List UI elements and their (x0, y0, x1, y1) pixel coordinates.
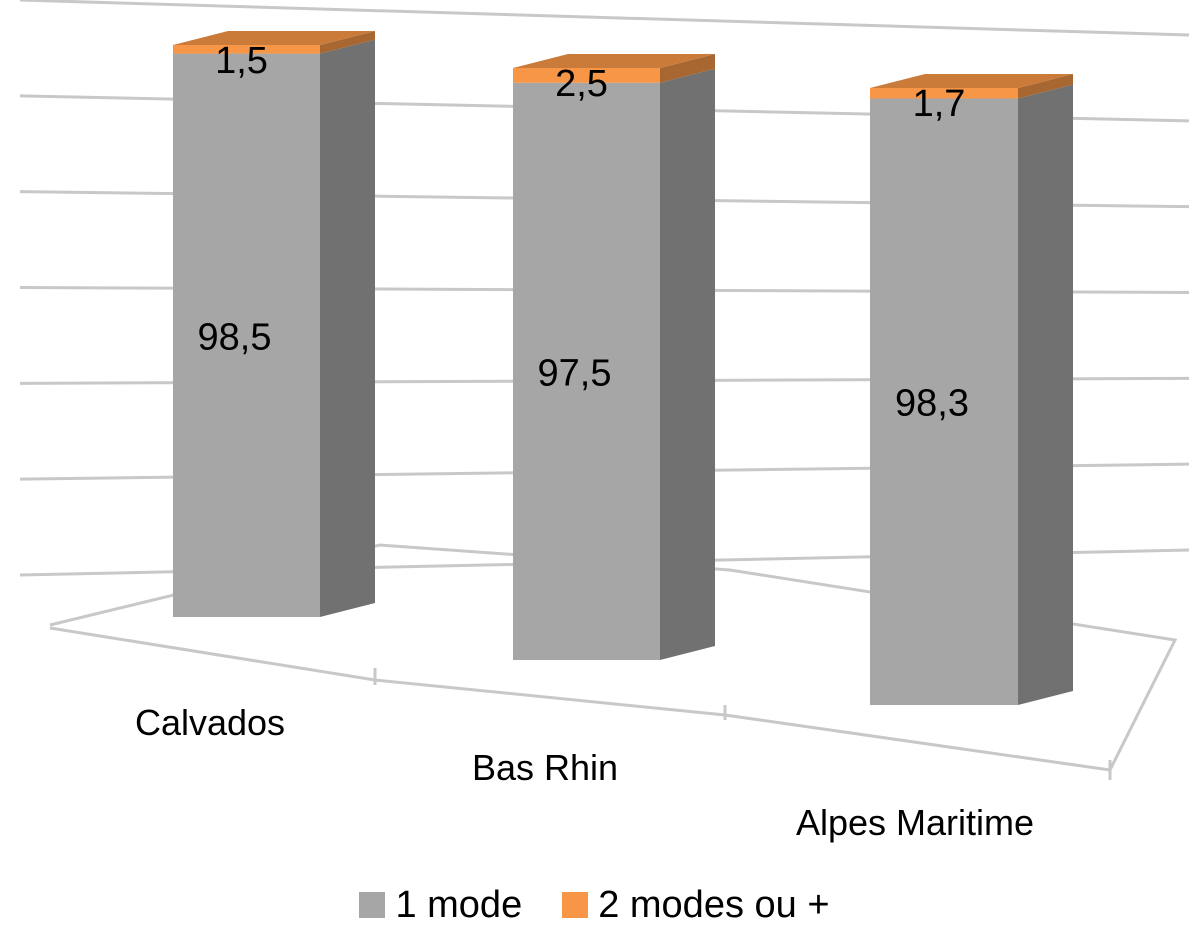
data-label-calvados-series-2: 1,5 (215, 40, 268, 82)
data-label-alpes-maritime-series-2: 1,7 (913, 83, 966, 125)
bar-side-alpes-maritime-series-1 (1018, 84, 1073, 705)
bar-top-alpes-maritime (870, 74, 1073, 88)
bar-bas-rhin-series-2 (513, 68, 660, 83)
bar-top-calvados (173, 31, 375, 45)
data-label-bas-rhin-series-2: 2,5 (555, 63, 608, 105)
bars: 98,5 1,5 97,5 2,5 98,3 1,7 (173, 31, 1073, 705)
category-label-bas-rhin: Bas Rhin (472, 747, 618, 788)
category-label-calvados: Calvados (135, 702, 285, 743)
legend-item-1-mode: 1 mode (359, 884, 522, 927)
data-label-calvados-series-1: 98,5 (198, 316, 272, 358)
floor-outline (49, 543, 1178, 772)
data-label-bas-rhin-series-1: 97,5 (538, 352, 612, 394)
legend-label-1-mode: 1 mode (395, 883, 523, 926)
data-label-alpes-maritime-series-1: 98,3 (895, 383, 969, 425)
legend-swatch-2-modes (562, 892, 589, 918)
legend-label-2-modes: 2 modes ou + (598, 883, 830, 926)
bar-side-calvados-series-1 (320, 39, 375, 617)
category-labels: Calvados Bas Rhin Alpes Maritime (135, 702, 1034, 843)
bar-side-calvados-series-2 (320, 31, 375, 54)
legend-swatch-1-mode (359, 892, 386, 918)
bar-top-bas-rhin (513, 54, 715, 68)
bar-side-bas-rhin-series-2 (660, 54, 715, 83)
bar-side-alpes-maritime-series-2 (1018, 74, 1073, 99)
bar-calvados-series-1 (173, 53, 320, 617)
category-label-alpes-maritime: Alpes Maritime (796, 802, 1034, 843)
bar-bas-rhin-series-1 (513, 82, 660, 661)
chart-floor (49, 543, 1178, 780)
bar-side-bas-rhin-series-1 (660, 68, 715, 661)
bar-alpes-maritime-series-1 (870, 98, 1018, 705)
bar-alpes-maritime-series-2 (870, 88, 1018, 99)
bar-calvados-series-2 (173, 45, 320, 54)
gridline (19, 0, 1189, 37)
legend-item-2-modes: 2 modes ou + (562, 883, 830, 927)
legend: 1 mode 2 modes ou + (0, 880, 1189, 930)
